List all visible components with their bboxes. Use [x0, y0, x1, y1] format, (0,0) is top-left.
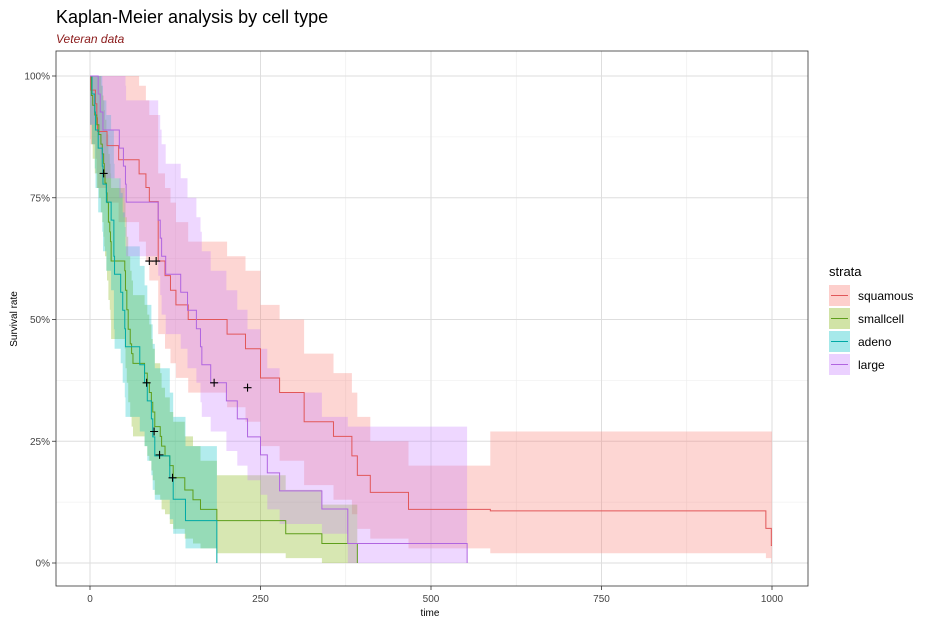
censor-marks [99, 169, 252, 482]
censor-mark-squamous [152, 257, 161, 266]
censor-mark-large [210, 378, 219, 387]
censor-mark-squamous [145, 257, 154, 266]
y-tick-label: 0% [36, 559, 51, 570]
grid [56, 51, 808, 586]
censor-mark-squamous [243, 383, 252, 392]
legend-label-large: large [858, 358, 885, 372]
censor-mark-adeno [168, 473, 177, 482]
censor-mark-smallcell [142, 378, 151, 387]
plot-panel-border [55, 50, 809, 587]
legend-label-squamous: squamous [858, 289, 913, 303]
legend-label-adeno: adeno [858, 335, 892, 349]
y-tick-label: 50% [30, 315, 50, 326]
censor-mark-adeno [155, 450, 164, 459]
chart-title: Kaplan-Meier analysis by cell type [56, 7, 328, 27]
ci-band-large [90, 76, 468, 563]
x-tick-label: 250 [252, 594, 269, 605]
censor-mark-large [99, 169, 108, 178]
survival-line-large [90, 75, 468, 563]
survival-line-squamous [90, 75, 772, 546]
legend-label-smallcell: smallcell [858, 312, 904, 326]
censor-mark-adeno [150, 427, 159, 436]
chart-subtitle: Veteran data [56, 32, 125, 46]
legend: strata squamous smallcell adeno large [829, 264, 913, 375]
legend-title: strata [829, 264, 862, 279]
y-tick-label: 75% [30, 193, 50, 204]
ci-band-adeno [90, 76, 217, 563]
y-axis-ticks: 0% 25% 50% 75% 100% [24, 72, 56, 570]
x-axis-label: time [421, 608, 440, 619]
y-tick-label: 100% [24, 72, 50, 83]
survival-curves [90, 75, 772, 563]
ci-band-smallcell [90, 76, 358, 563]
y-axis-label: Survival rate [9, 291, 20, 347]
x-tick-label: 0 [87, 594, 93, 605]
x-tick-label: 1000 [761, 594, 784, 605]
survival-line-adeno [90, 75, 218, 563]
x-tick-label: 750 [593, 594, 610, 605]
y-tick-label: 25% [30, 437, 50, 448]
x-axis-ticks: 0 250 500 750 1000 [87, 586, 784, 605]
x-tick-label: 500 [423, 594, 440, 605]
